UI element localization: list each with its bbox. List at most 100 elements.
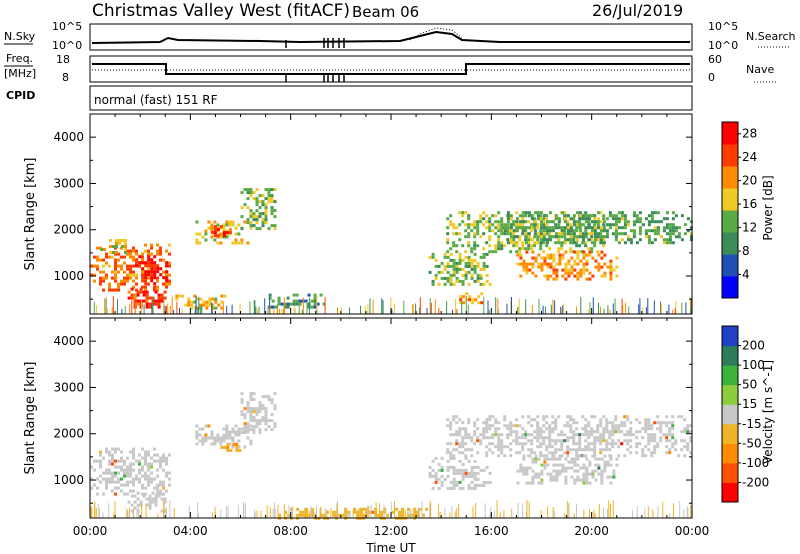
heatmap-cell [656, 421, 660, 425]
heatmap-cell [572, 214, 576, 218]
heatmap-cell [588, 277, 592, 281]
heatmap-cell [681, 302, 683, 314]
heatmap-cell [530, 439, 534, 443]
colorbar-segment [722, 345, 738, 366]
heatmap-cell [569, 223, 573, 227]
heatmap-cell [153, 282, 157, 286]
heatmap-cell [449, 421, 453, 425]
heatmap-cell [283, 503, 285, 518]
heatmap-cell [509, 424, 513, 428]
heatmap-cell [455, 439, 459, 443]
heatmap-cell [163, 290, 167, 294]
heatmap-cell [255, 422, 259, 426]
heatmap-cell [362, 508, 363, 518]
heatmap-cell [549, 262, 553, 266]
heatmap-cell [153, 288, 156, 292]
heatmap-cell [220, 509, 222, 518]
heatmap-cell [154, 497, 158, 501]
heatmap-cell [473, 421, 477, 425]
heatmap-cell [531, 262, 535, 266]
heatmap-cell [311, 507, 315, 511]
y-tick-label: 4000 [53, 130, 84, 144]
heatmap-cell [605, 424, 609, 428]
heatmap-cell [675, 301, 677, 314]
heatmap-cell [449, 433, 453, 437]
heatmap-cell [525, 265, 529, 269]
heatmap-cell [635, 445, 639, 449]
heatmap-cell [560, 232, 564, 236]
heatmap-cell [114, 270, 117, 274]
heatmap-cell [234, 238, 238, 242]
heatmap-cell [485, 480, 489, 484]
heatmap-cell [564, 481, 568, 485]
heatmap-cell [590, 427, 594, 431]
heatmap-cell [379, 503, 380, 518]
heatmap-cell [225, 433, 229, 437]
heatmap-cell [555, 274, 559, 278]
heatmap-cell [533, 229, 537, 233]
heatmap-cell [474, 298, 478, 302]
heatmap-cell [471, 301, 475, 305]
heatmap-cell [129, 276, 132, 280]
heatmap-cell [503, 454, 507, 458]
heatmap-cell [195, 424, 199, 428]
heatmap-cell [509, 430, 513, 434]
heatmap-cell [545, 214, 549, 218]
heatmap-cell [467, 223, 471, 227]
heatmap-cell [165, 270, 169, 274]
heatmap-cell [153, 459, 156, 463]
heatmap-cell [196, 297, 200, 301]
velocity-y-label: Slant Range [km] [23, 362, 38, 475]
heatmap-cell [431, 255, 435, 259]
heatmap-cell [482, 267, 486, 271]
heatmap-cell [458, 261, 462, 265]
heatmap-cell [132, 264, 135, 268]
heatmap-cell [156, 276, 159, 280]
heatmap-cell [683, 509, 685, 518]
heatmap-cell [560, 244, 564, 248]
heatmap-cell [482, 427, 486, 431]
heatmap-cell [102, 456, 105, 460]
heatmap-cell [518, 436, 522, 440]
heatmap-cell [638, 226, 642, 230]
heatmap-cell [476, 223, 480, 227]
heatmap-cell [313, 296, 317, 300]
heatmap-cell [578, 445, 582, 449]
heatmap-cell [543, 457, 547, 461]
heatmap-cell [320, 513, 324, 517]
heatmap-cell [256, 510, 258, 518]
heatmap-cell [605, 421, 609, 425]
heatmap-cell [473, 244, 477, 248]
heatmap-cell [430, 503, 432, 518]
heatmap-cell [686, 217, 690, 221]
heatmap-cell [656, 211, 660, 215]
heatmap-cell [296, 507, 300, 511]
heatmap-cell [483, 296, 485, 314]
heatmap-cell [124, 248, 127, 251]
heatmap-cell [479, 468, 483, 472]
heatmap-cell [213, 439, 217, 443]
heatmap-cell [208, 297, 212, 301]
heatmap-cell [644, 427, 648, 431]
heatmap-cell [652, 509, 654, 518]
heatmap-cell [145, 299, 149, 303]
heatmap-cell [365, 510, 369, 514]
heatmap-cell [222, 436, 226, 440]
heatmap-cell [534, 472, 538, 476]
heatmap-cell [225, 506, 227, 518]
heatmap-cell [473, 486, 477, 490]
heatmap-cell [270, 188, 274, 192]
heatmap-cell [482, 252, 486, 256]
heatmap-cell [588, 472, 592, 476]
heatmap-cell [148, 494, 152, 498]
heatmap-cell [123, 279, 126, 283]
heatmap-cell [120, 450, 123, 454]
heatmap-cell [231, 436, 235, 440]
heatmap-cell [590, 238, 594, 242]
heatmap-cell [515, 244, 519, 248]
heatmap-cell [156, 453, 159, 457]
heatmap-cell [168, 279, 171, 283]
heatmap-cell [515, 250, 519, 254]
heatmap-cell [650, 451, 654, 455]
heatmap-cell [124, 306, 126, 314]
